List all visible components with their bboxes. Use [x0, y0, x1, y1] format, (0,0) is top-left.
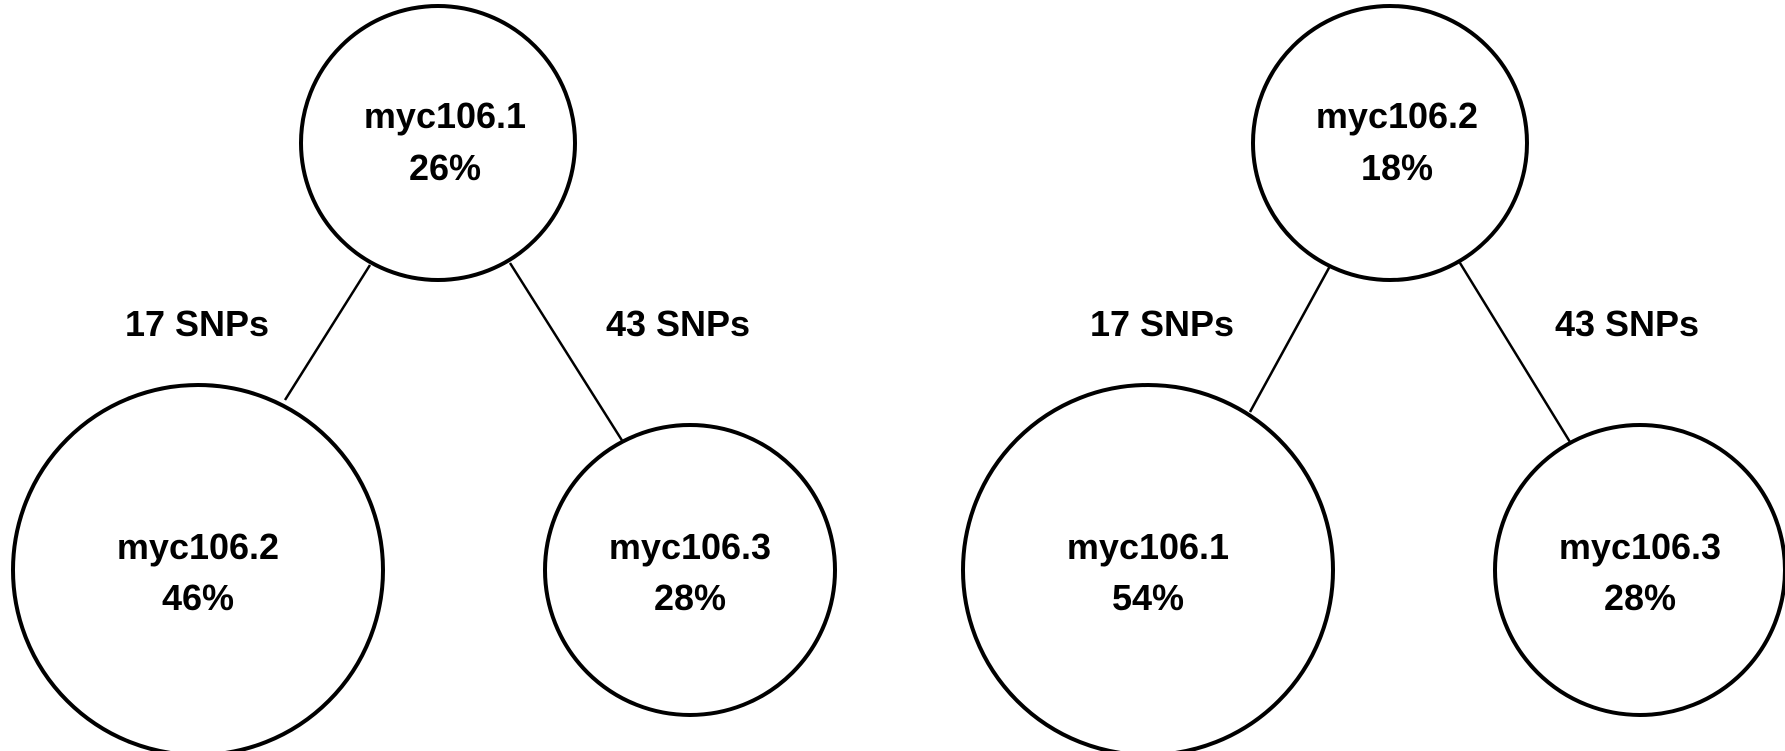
right-child-percent: 28% [654, 577, 726, 618]
right-child-name: myc106.3 [609, 526, 771, 567]
root-name: myc106.2 [1316, 95, 1478, 136]
root-percent: 18% [1361, 147, 1433, 188]
right-child-name: myc106.3 [1559, 526, 1721, 567]
right-edge-label: 43 SNPs [1555, 303, 1699, 344]
root-node [299, 4, 577, 282]
edge-root-left [1248, 265, 1332, 413]
left-child-percent: 54% [1112, 577, 1184, 618]
left-child-percent: 46% [162, 577, 234, 618]
right-child-percent: 28% [1604, 577, 1676, 618]
left-child-node [11, 383, 385, 751]
right-edge-label: 43 SNPs [606, 303, 750, 344]
left-child-name: myc106.1 [1067, 526, 1229, 567]
tree-2: myc106.2 18% myc106.1 54% myc106.3 28% 1… [961, 4, 1785, 751]
edge-root-left [283, 264, 372, 401]
root-name: myc106.1 [364, 95, 526, 136]
right-child-node [1493, 423, 1785, 717]
root-percent: 26% [409, 147, 481, 188]
right-child-node [543, 423, 837, 717]
left-edge-label: 17 SNPs [125, 303, 269, 344]
tree-1: myc106.1 26% myc106.2 46% myc106.3 28% 1… [11, 4, 837, 751]
root-node [1251, 4, 1529, 282]
left-edge-label: 17 SNPs [1090, 303, 1234, 344]
left-child-node [961, 383, 1335, 751]
edge-root-right [508, 262, 625, 443]
edge-root-right [1458, 262, 1572, 443]
left-child-name: myc106.2 [117, 526, 279, 567]
